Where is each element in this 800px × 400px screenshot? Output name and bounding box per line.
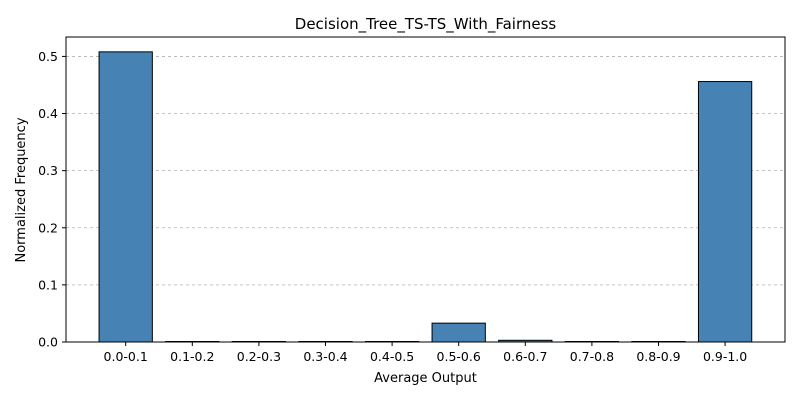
- chart-title: Decision_Tree_TS-TS_With_Fairness: [295, 15, 557, 34]
- bar-0.0-0.1: [98, 51, 153, 343]
- x-axis-ticks: 0.0-0.1 0.1-0.2 0.2-0.3 0.3-0.4 0.4-0.5 0.5-0…: [104, 342, 747, 364]
- x-tick-label: 0.8-0.9: [636, 349, 680, 364]
- y-tick-label: 0.0: [38, 335, 58, 350]
- x-tick-label: 0.5-0.6: [437, 349, 481, 364]
- x-tick-label: 0.2-0.3: [237, 349, 281, 364]
- y-tick-label: 0.3: [38, 163, 58, 178]
- x-tick-label: 0.4-0.5: [370, 349, 414, 364]
- y-tick-label: 0.5: [38, 49, 58, 64]
- gridlines: [66, 56, 785, 343]
- x-axis-label: Average Output: [374, 371, 477, 386]
- x-tick-label: 0.0-0.1: [104, 349, 148, 364]
- y-axis-ticks: 0.0 0.1 0.2 0.3 0.4 0.5: [38, 49, 66, 350]
- y-axis-label: Normalized Frequency: [14, 117, 29, 262]
- x-tick-label: 0.7-0.8: [570, 349, 614, 364]
- x-tick-label: 0.3-0.4: [303, 349, 347, 364]
- plot-frame: [65, 36, 786, 343]
- bar-0.5-0.6: [431, 322, 486, 343]
- y-tick-label: 0.1: [38, 277, 58, 292]
- bar-0.9-1.0: [697, 81, 753, 343]
- y-tick-label: 0.4: [38, 106, 58, 121]
- x-tick-label: 0.9-1.0: [703, 349, 747, 364]
- x-tick-label: 0.1-0.2: [170, 349, 214, 364]
- y-tick-label: 0.2: [38, 220, 58, 235]
- x-tick-label: 0.6-0.7: [503, 349, 547, 364]
- bars: [98, 51, 753, 343]
